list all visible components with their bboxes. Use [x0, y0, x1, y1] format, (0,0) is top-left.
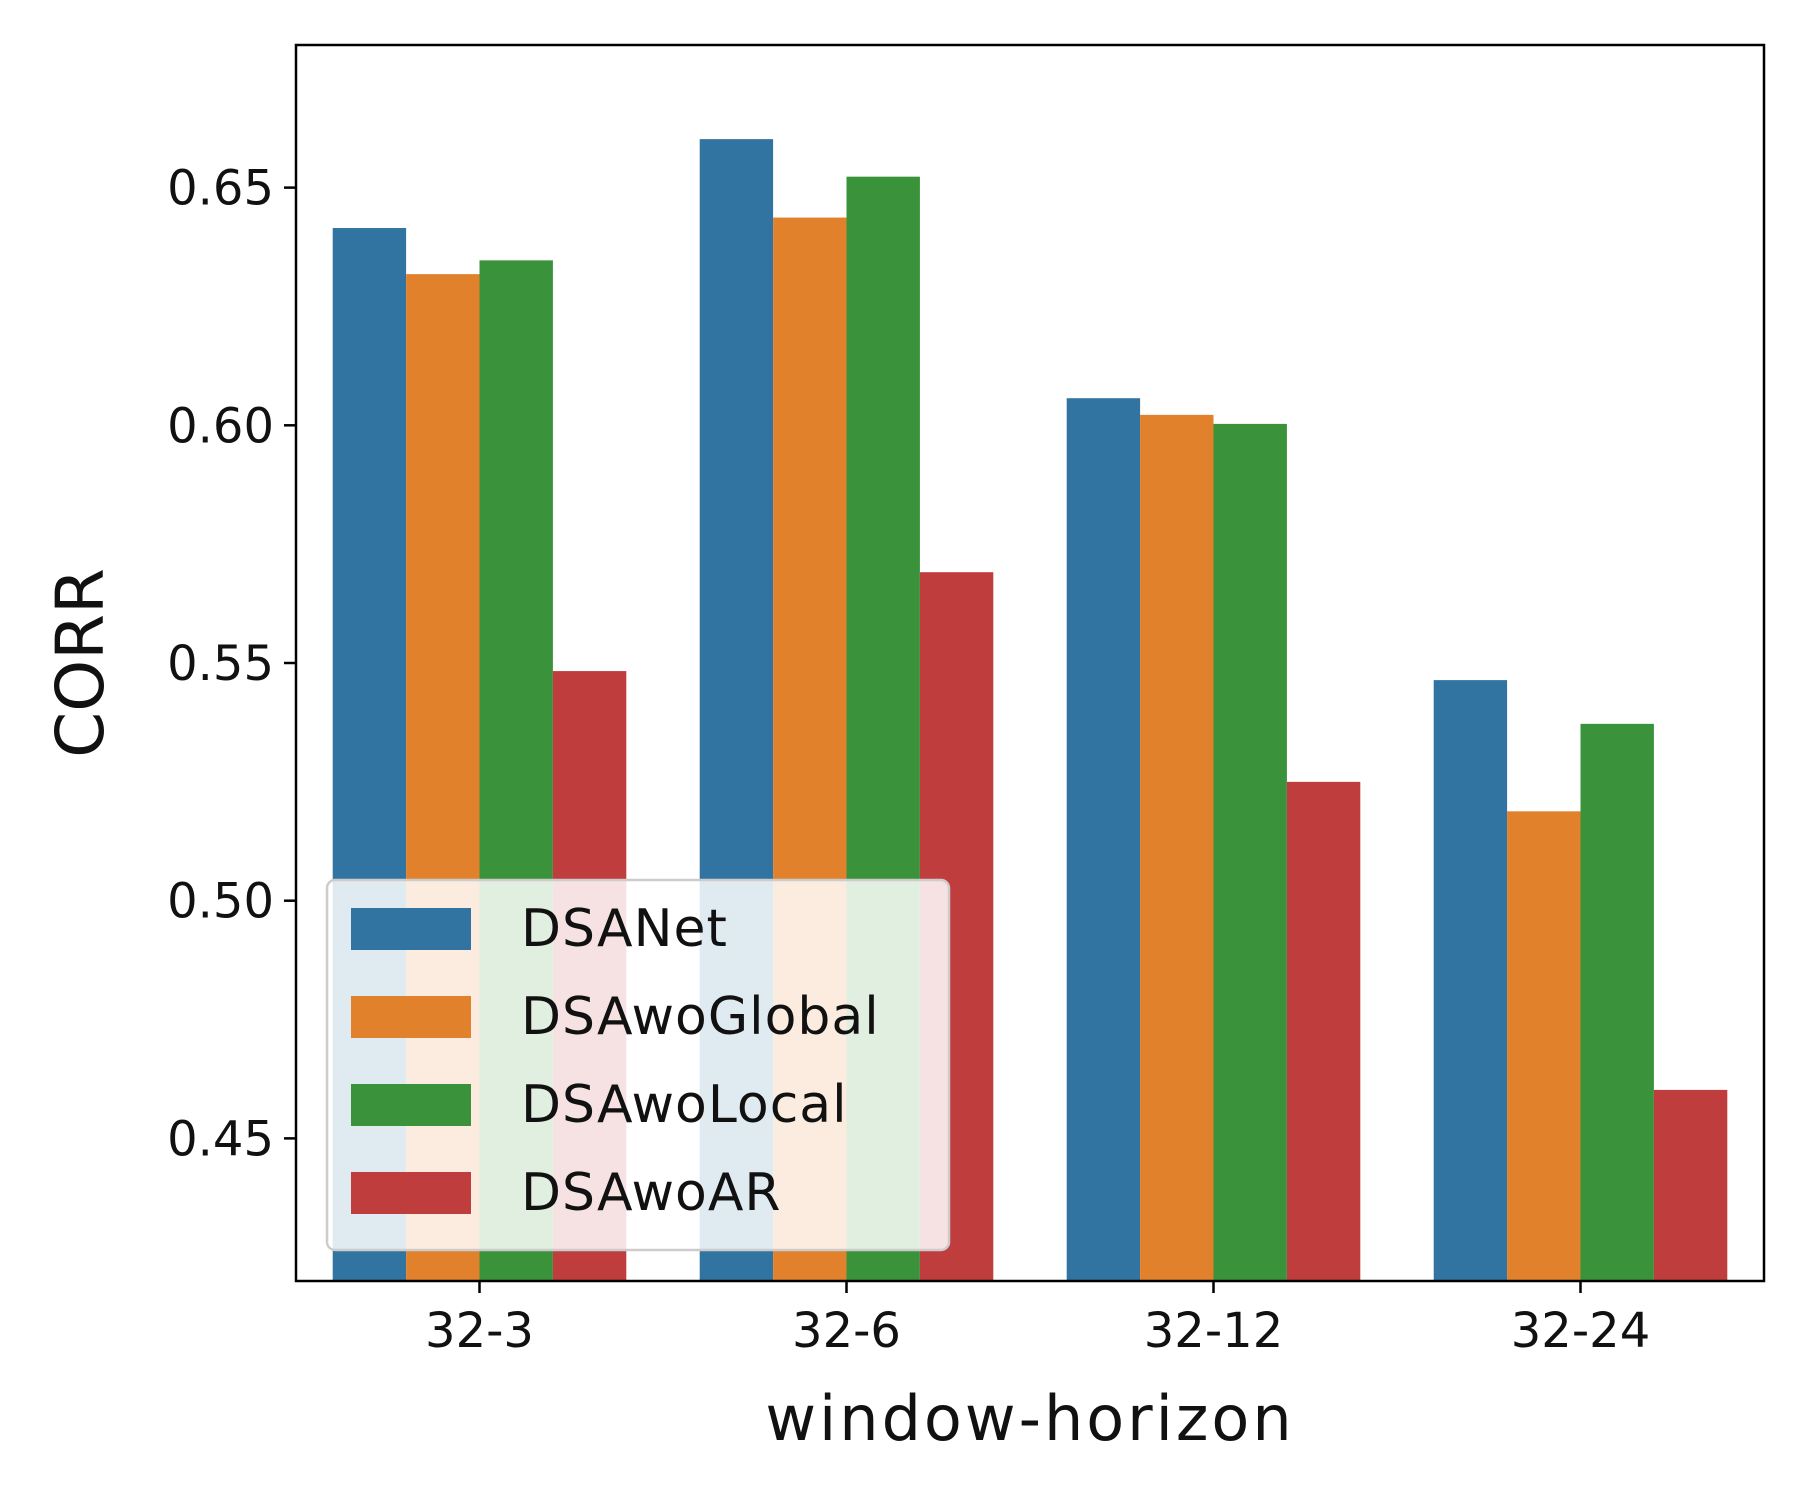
legend-frame [325, 878, 951, 1252]
y-tick-label: 0.60 [167, 398, 274, 454]
legend: DSANet DSAwoGlobal DSAwoLocal DSAwoAR [325, 878, 951, 1252]
y-tick-label: 0.65 [167, 161, 274, 217]
y-tick-label: 0.45 [167, 1111, 274, 1167]
x-tick-label: 32-3 [425, 1303, 534, 1359]
y-tick-label: 0.55 [167, 636, 274, 692]
legend-label-dsawolocal: DSAwoLocal [521, 1075, 848, 1135]
bar-dsawoglobal-32-24 [1507, 811, 1581, 1281]
x-tick-label: 32-6 [792, 1303, 901, 1359]
y-tick-label: 0.50 [167, 874, 274, 930]
bar-dsawolocal-32-24 [1580, 723, 1654, 1281]
legend-swatch-dsawoglobal [351, 996, 471, 1038]
bar-dsanet-32-24 [1433, 680, 1508, 1281]
x-tick-label: 32-12 [1144, 1303, 1283, 1359]
bar-dsawolocal-32-12 [1213, 423, 1287, 1281]
x-tick-label: 32-24 [1511, 1303, 1650, 1359]
legend-label-dsanet: DSANet [521, 899, 728, 959]
legend-label-dsawoar: DSAwoAR [521, 1163, 782, 1223]
y-axis-label: CORR [42, 568, 119, 758]
bar-dsawoar-32-12 [1286, 781, 1361, 1281]
bar-dsawoglobal-32-12 [1140, 414, 1214, 1282]
axes-layer: 0.45 0.50 0.55 0.60 0.65 32-3 32-6 32-12 32-24 wi… [42, 161, 1650, 1455]
legend-swatch-dsawolocal [351, 1084, 471, 1126]
x-axis-label: window-horizon [765, 1382, 1294, 1455]
legend-label-dsawoglobal: DSAwoGlobal [521, 987, 880, 1047]
legend-swatch-dsanet [351, 908, 471, 950]
bar-dsawoar-32-24 [1653, 1089, 1728, 1281]
bar-dsanet-32-12 [1066, 398, 1141, 1282]
legend-swatch-dsawoar [351, 1172, 471, 1214]
